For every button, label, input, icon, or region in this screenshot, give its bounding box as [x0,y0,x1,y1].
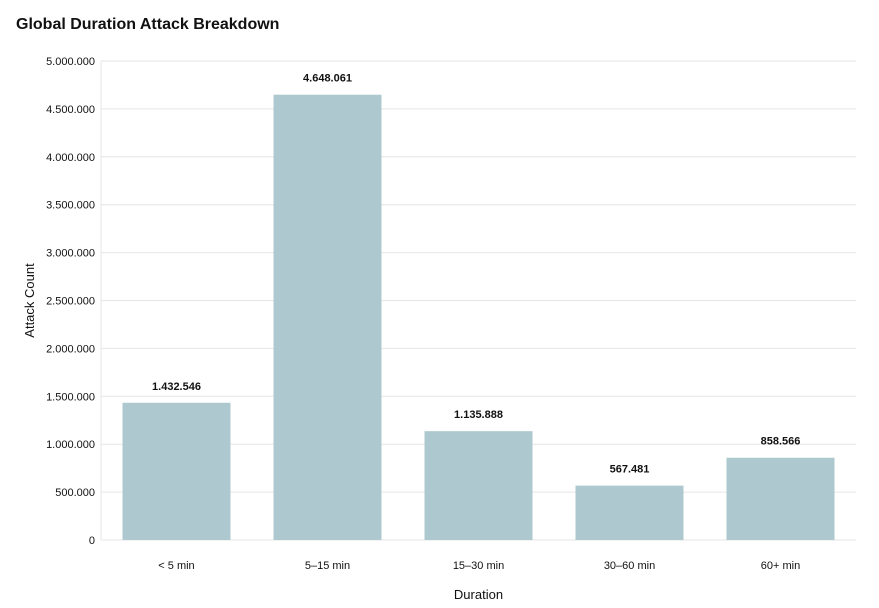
x-tick-label: 15–30 min [453,560,504,572]
bar-value-label: 858.566 [761,436,801,448]
x-tick-label: 60+ min [761,560,800,572]
y-tick-label: 2.500.000 [46,296,95,308]
y-axis-ticks: 0 500.000 1.000.000 1.500.000 2.000.000 2.500… [46,56,95,547]
x-tick-label: < 5 min [158,560,194,572]
bar [424,431,533,540]
x-axis-title: Duration [454,587,503,602]
x-tick-label: 5–15 min [305,560,350,572]
y-axis-title: Attack Count [22,263,37,338]
bar-value-label: 567.481 [610,464,650,476]
bar-value-label: 4.648.061 [303,73,352,85]
bar-value-label: 1.432.546 [152,381,201,393]
bars [122,94,835,540]
y-tick-label: 4.000.000 [46,152,95,164]
bar [122,402,231,540]
bar-value-label: 1.135.888 [454,409,503,421]
chart-title: Global Duration Attack Breakdown [16,16,280,33]
bar [726,457,835,540]
x-tick-label: 30–60 min [604,560,655,572]
y-tick-label: 2.000.000 [46,343,95,355]
y-tick-label: 0 [89,535,95,547]
y-tick-label: 3.500.000 [46,200,95,212]
x-axis-ticks: < 5 min 5–15 min 15–30 min 30–60 min 60+ min [158,560,800,572]
y-tick-label: 3.000.000 [46,248,95,260]
y-tick-label: 4.500.000 [46,104,95,116]
y-tick-label: 1.000.000 [46,439,95,451]
bar [575,485,684,540]
data-labels: 1.432.546 4.648.061 1.135.888 567.481 858.56… [152,73,800,476]
y-tick-label: 1.500.000 [46,391,95,403]
bar [273,94,382,540]
y-tick-label: 5.000.000 [46,56,95,68]
y-tick-label: 500.000 [55,487,95,499]
